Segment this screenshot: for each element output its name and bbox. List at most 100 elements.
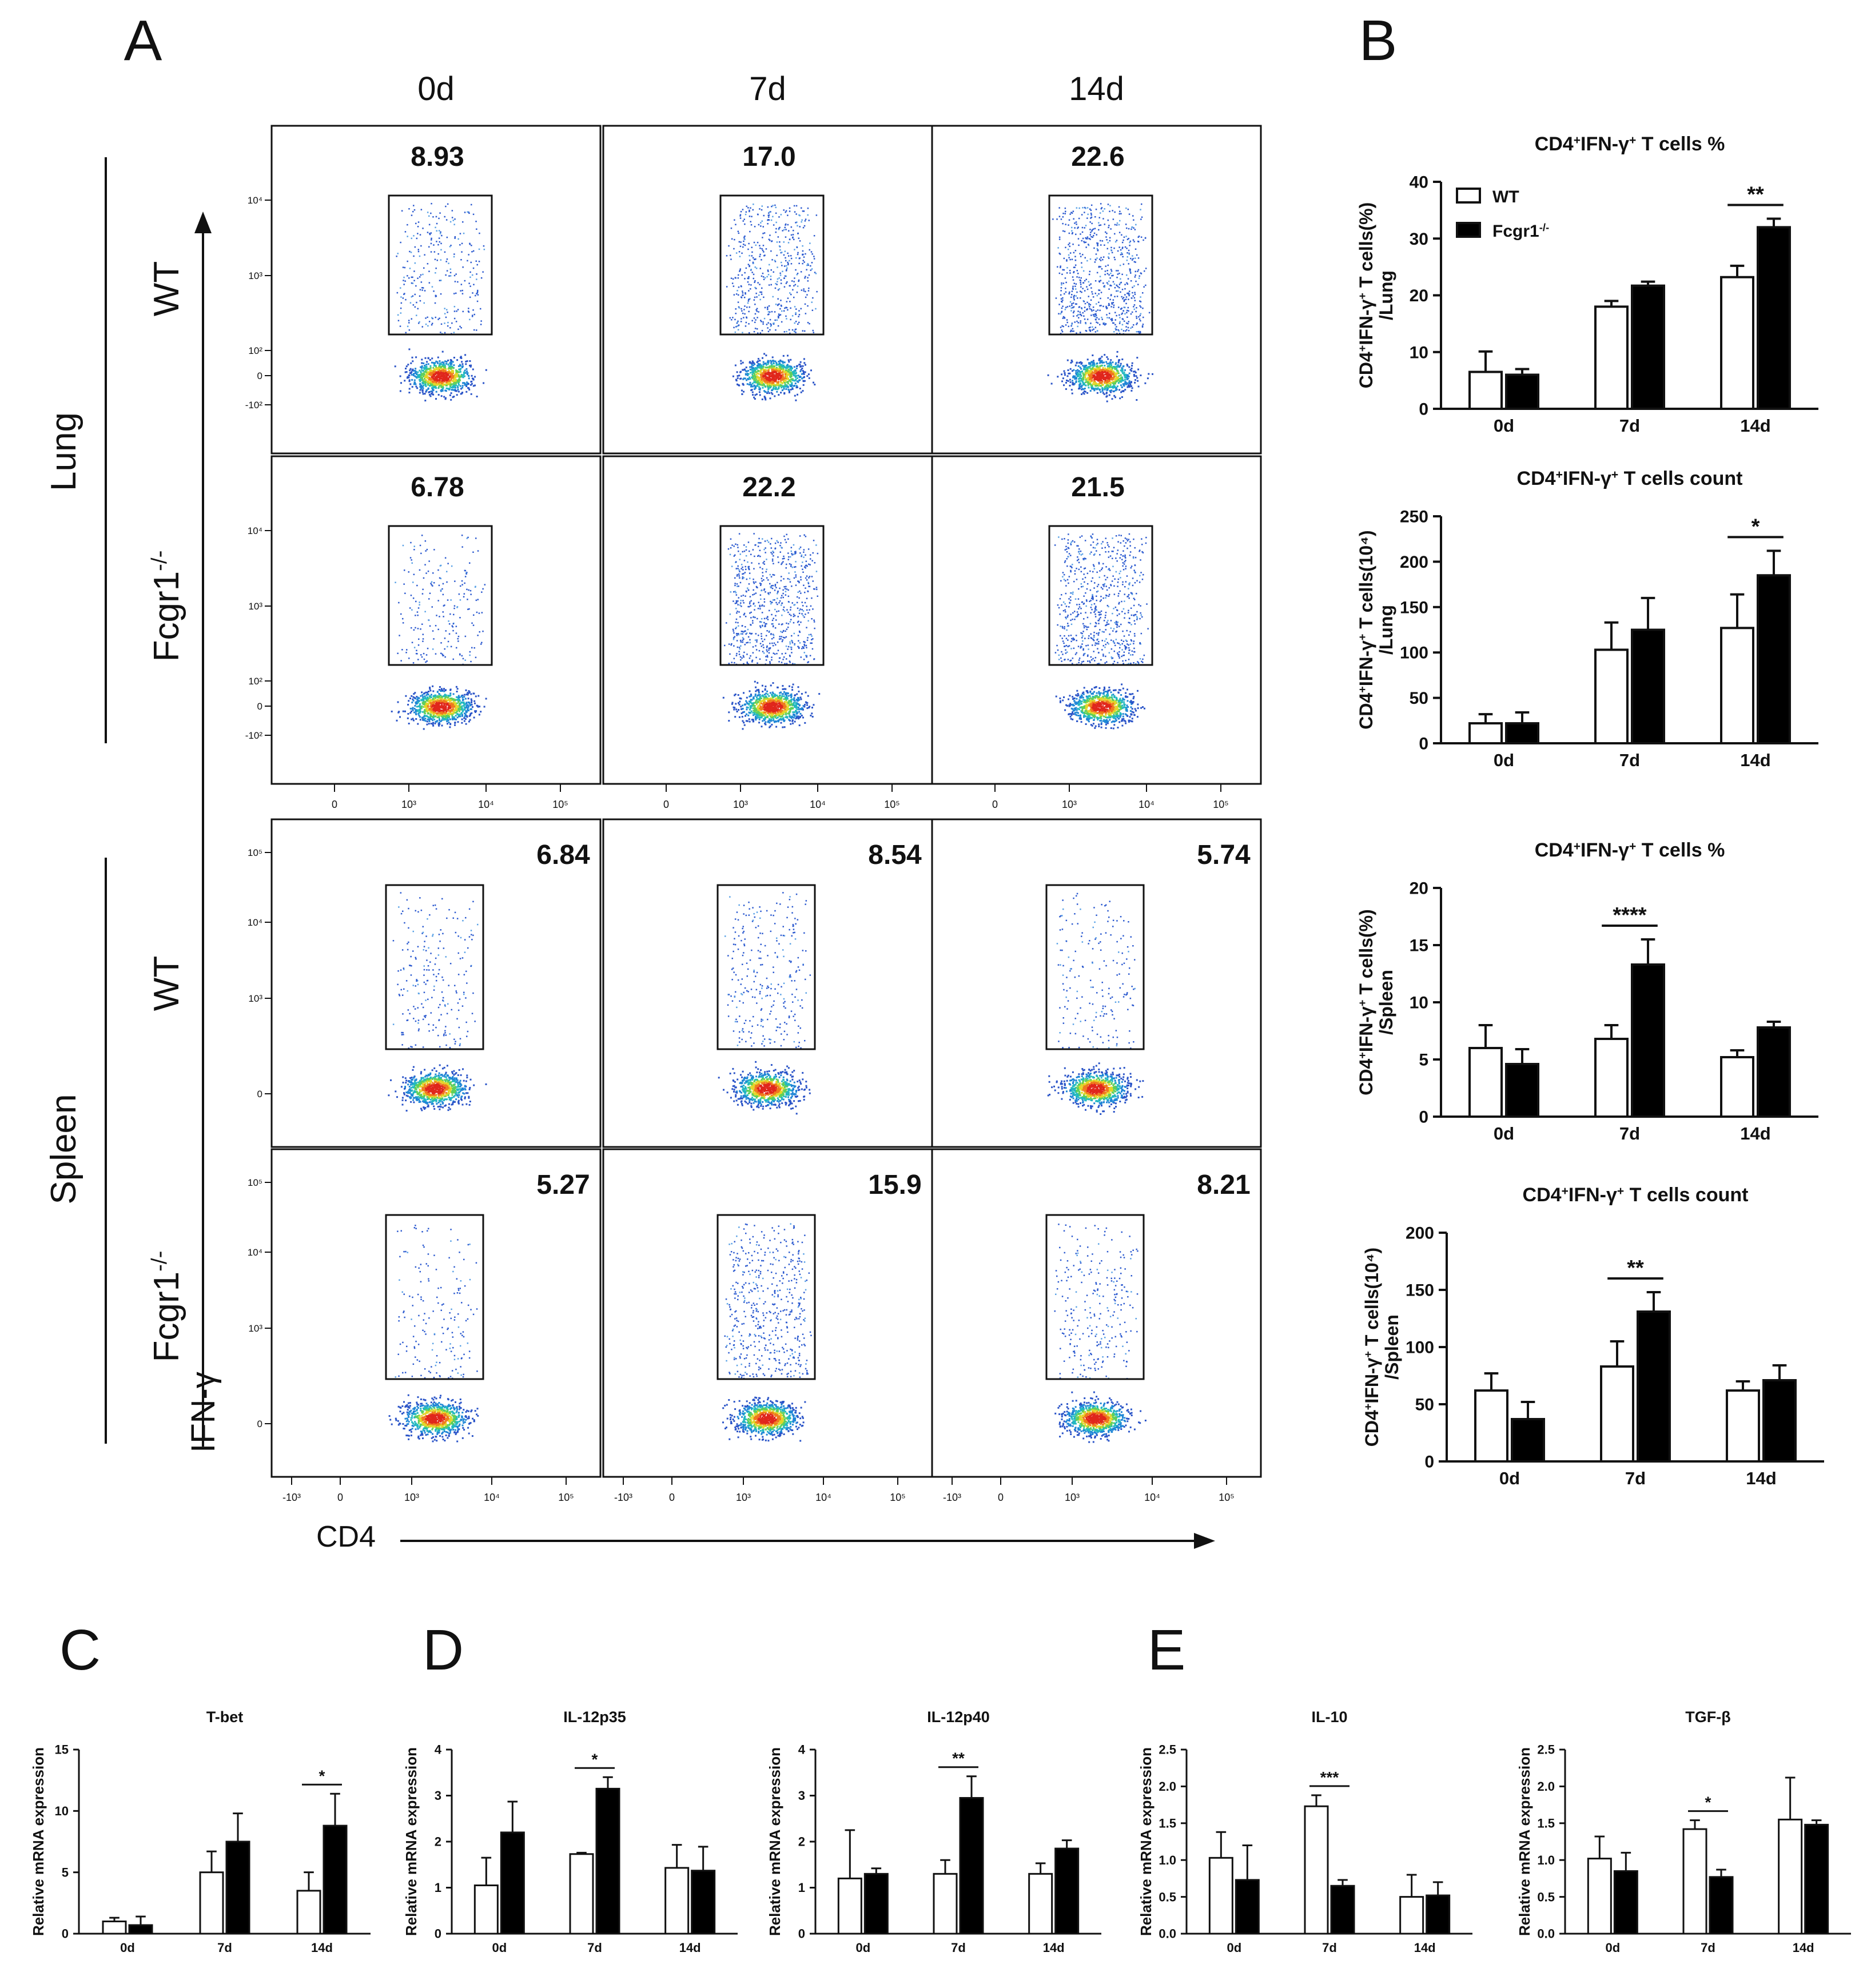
event-dot — [1121, 248, 1124, 249]
event-dot — [456, 310, 457, 312]
event-dot — [416, 387, 419, 389]
event-dot — [1137, 284, 1139, 285]
event-dot — [759, 365, 761, 368]
event-dot — [741, 308, 742, 310]
event-dot — [418, 376, 420, 379]
event-dot — [420, 372, 422, 374]
event-dot — [1070, 329, 1072, 331]
event-dot — [419, 300, 421, 302]
event-dot — [804, 303, 806, 305]
event-dot — [769, 376, 771, 378]
event-dot — [800, 308, 802, 310]
event-dot — [449, 272, 452, 273]
event-dot — [425, 706, 427, 708]
event-dot — [1068, 257, 1070, 258]
event-dot — [469, 285, 471, 287]
event-dot — [1115, 362, 1117, 364]
event-dot — [780, 300, 782, 301]
event-dot — [1092, 314, 1094, 316]
event-dot — [440, 689, 443, 691]
event-dot — [431, 370, 433, 372]
event-dot — [414, 262, 416, 264]
event-dot — [439, 280, 441, 281]
event-dot — [777, 278, 779, 280]
event-dot — [410, 372, 412, 375]
event-dot — [408, 329, 411, 331]
event-dot — [1073, 369, 1075, 371]
event-dot — [750, 288, 751, 290]
event-dot — [1064, 230, 1066, 233]
event-dot — [767, 388, 769, 391]
event-dot — [1098, 375, 1100, 377]
event-dot — [1068, 254, 1070, 256]
event-dot — [1082, 392, 1084, 394]
event-dot — [432, 381, 434, 383]
event-dot — [1103, 393, 1105, 395]
event-dot — [761, 330, 763, 332]
event-dot — [407, 325, 409, 328]
event-dot — [1109, 205, 1111, 206]
event-dot — [1075, 381, 1077, 383]
event-dot — [772, 216, 774, 218]
event-dot — [478, 714, 480, 716]
event-dot — [765, 376, 767, 379]
event-dot — [455, 704, 457, 707]
event-dot — [422, 228, 424, 229]
event-dot — [398, 711, 400, 713]
event-dot — [751, 368, 754, 370]
event-dot — [1088, 238, 1090, 240]
event-dot — [1114, 389, 1117, 392]
event-dot — [1110, 246, 1112, 249]
event-dot — [1122, 372, 1124, 375]
event-dot — [754, 266, 756, 268]
event-dot — [768, 376, 770, 379]
event-dot — [1089, 270, 1091, 273]
event-dot — [1089, 329, 1092, 331]
event-dot — [786, 318, 787, 320]
event-dot — [436, 378, 438, 380]
event-dot — [767, 366, 769, 368]
event-dot — [445, 219, 448, 221]
event-dot — [450, 392, 452, 395]
event-dot — [396, 292, 399, 294]
event-dot — [447, 704, 449, 706]
event-dot — [1126, 227, 1128, 229]
event-dot — [432, 716, 435, 719]
event-dot — [774, 369, 775, 370]
event-dot — [1100, 224, 1102, 226]
event-dot — [429, 380, 432, 383]
event-dot — [802, 380, 805, 382]
event-dot — [767, 363, 769, 365]
event-dot — [420, 366, 422, 368]
event-dot — [797, 225, 798, 227]
event-dot — [1108, 378, 1110, 380]
event-dot — [791, 384, 793, 387]
event-dot — [468, 211, 469, 213]
event-dot — [416, 301, 417, 304]
event-dot — [408, 374, 410, 376]
gate-percentage: 22.6 — [1071, 142, 1124, 172]
event-dot — [780, 304, 782, 306]
event-dot — [467, 694, 469, 696]
event-dot — [1105, 382, 1107, 384]
event-dot — [438, 379, 440, 381]
event-dot — [787, 368, 790, 370]
event-dot — [422, 387, 424, 389]
event-dot — [431, 393, 432, 395]
event-dot — [1122, 380, 1124, 381]
event-dot — [404, 231, 407, 233]
event-dot — [807, 305, 809, 307]
event-dot — [769, 372, 771, 375]
event-dot — [1075, 221, 1077, 223]
event-dot — [1105, 231, 1106, 233]
event-dot — [763, 353, 766, 355]
event-dot — [1118, 286, 1120, 289]
event-dot — [1110, 249, 1112, 251]
event-dot — [432, 724, 435, 727]
event-dot — [401, 210, 403, 212]
event-dot — [441, 710, 443, 712]
event-dot — [428, 718, 431, 720]
event-dot — [448, 722, 450, 724]
event-dot — [767, 371, 769, 373]
event-dot — [772, 205, 774, 206]
